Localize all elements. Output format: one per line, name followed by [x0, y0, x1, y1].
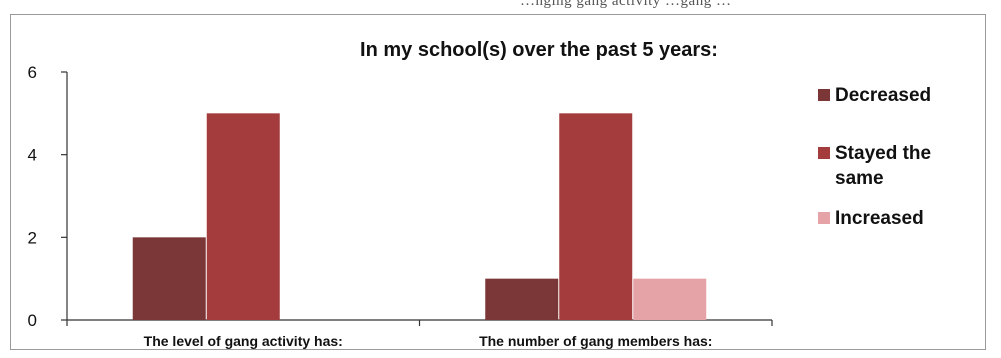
bar-decreased-1 [132, 237, 206, 320]
legend-swatch-decreased [818, 89, 830, 101]
y-tick-label: 4 [28, 146, 37, 165]
x-category-label: The number of gang members has: [479, 333, 712, 349]
chart-title: In my school(s) over the past 5 years: [360, 39, 718, 61]
header-fragment-text: …nging gang activity …gang … [520, 0, 732, 9]
y-tick-label: 2 [28, 228, 37, 247]
legend-swatch-increased [818, 212, 830, 224]
bar-increased-2 [633, 278, 707, 320]
legend-label: Decreased [835, 85, 931, 106]
legend-label: Stayed the same [835, 143, 931, 189]
bar-stayed-the-same-2 [559, 113, 633, 320]
y-tick-label: 0 [28, 311, 37, 330]
legend-swatch-stayed-the-same [818, 147, 830, 159]
x-category-label: The level of gang activity has: [144, 333, 343, 349]
bar-decreased-2 [485, 278, 559, 320]
header-fragment: …nging gang activity …gang … [0, 0, 1001, 14]
legend-label: Increased [835, 208, 924, 229]
bar-stayed-the-same-1 [206, 113, 280, 320]
y-tick-label: 6 [28, 63, 37, 82]
